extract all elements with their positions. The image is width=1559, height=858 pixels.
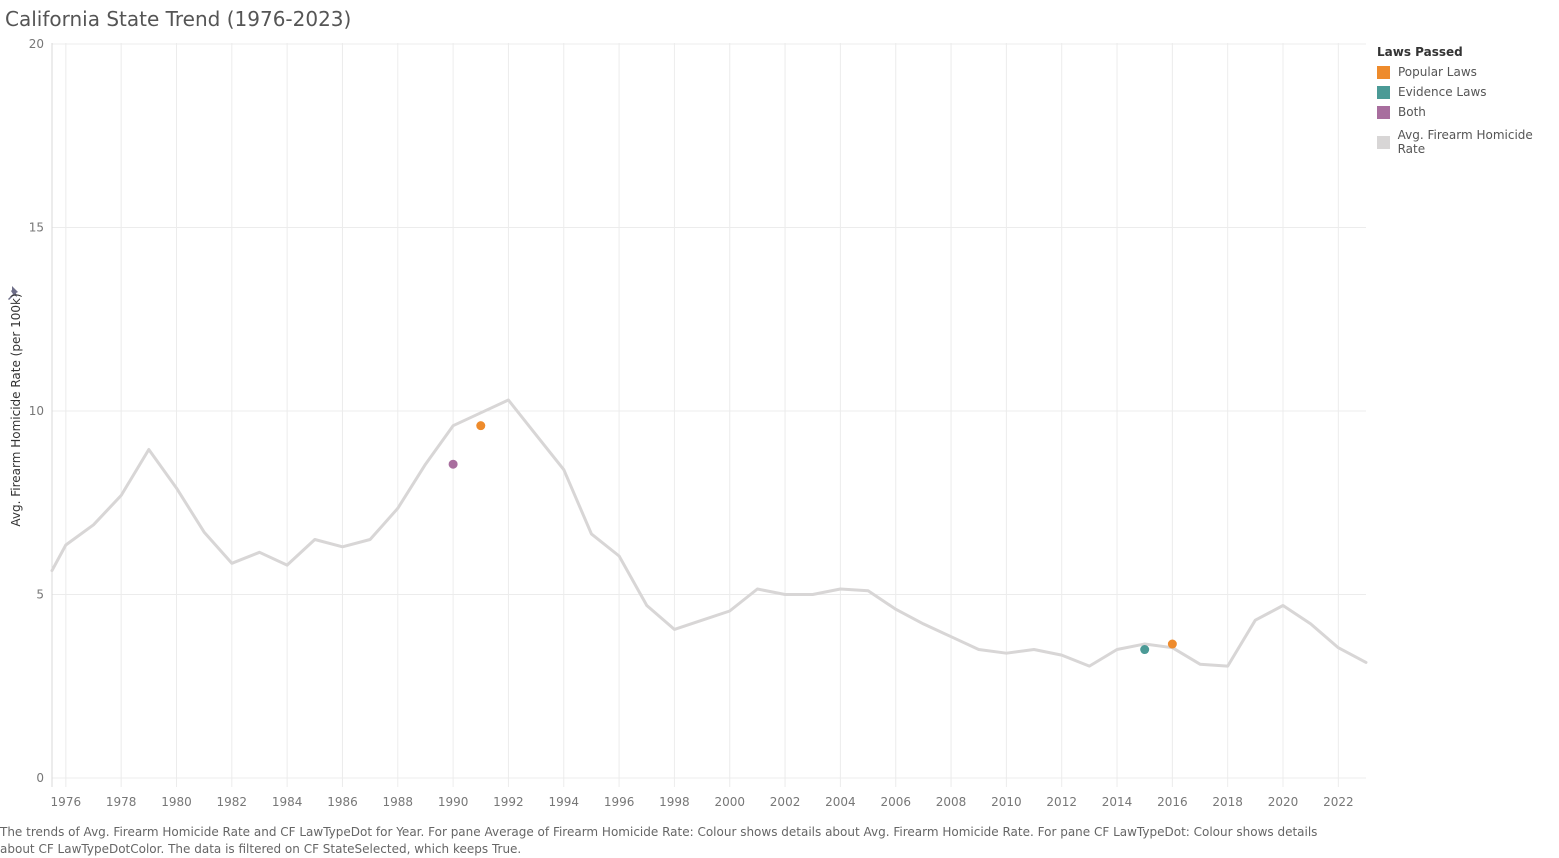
legend-label: Evidence Laws bbox=[1398, 85, 1487, 99]
series-lines bbox=[50, 398, 1368, 668]
x-tick-label: 2012 bbox=[1046, 795, 1077, 809]
y-tick-label: 0 bbox=[36, 771, 44, 785]
x-tick-label: 1990 bbox=[438, 795, 469, 809]
x-tick-label: 1984 bbox=[272, 795, 303, 809]
x-tick-label: 2002 bbox=[770, 795, 801, 809]
legend-label: Popular Laws bbox=[1398, 65, 1477, 79]
law-dots bbox=[448, 421, 1177, 655]
x-tick-label: 1976 bbox=[51, 795, 82, 809]
x-tick-label: 1982 bbox=[217, 795, 248, 809]
law-dot bbox=[1167, 639, 1177, 649]
x-axis: 1976 1978 1980 1982 1984 1986 1988 1990 1992 1994… bbox=[51, 795, 1354, 809]
x-tick-label: 2014 bbox=[1102, 795, 1133, 809]
x-tick-label: 1994 bbox=[548, 795, 579, 809]
legend-label: Both bbox=[1398, 105, 1426, 119]
legend: Laws Passed Popular Laws Evidence Laws B… bbox=[1377, 45, 1559, 156]
grid bbox=[51, 43, 1366, 787]
x-tick-label: 1986 bbox=[327, 795, 358, 809]
x-tick-label: 1980 bbox=[161, 795, 192, 809]
x-tick-label: 1988 bbox=[383, 795, 414, 809]
legend-item-popular-laws[interactable]: Popular Laws bbox=[1377, 62, 1559, 82]
legend-item-avg-rate[interactable]: Avg. Firearm Homicide Rate bbox=[1377, 128, 1559, 156]
x-tick-label: 2006 bbox=[880, 795, 911, 809]
law-dot bbox=[1140, 645, 1150, 655]
x-tick-label: 2020 bbox=[1268, 795, 1299, 809]
series-line bbox=[50, 398, 1368, 668]
x-tick-label: 2016 bbox=[1157, 795, 1188, 809]
x-tick-label: 1978 bbox=[106, 795, 137, 809]
legend-swatch bbox=[1377, 135, 1390, 149]
x-tick-label: 2018 bbox=[1212, 795, 1243, 809]
legend-swatch bbox=[1377, 65, 1390, 79]
x-tick-label: 1996 bbox=[604, 795, 635, 809]
law-dot bbox=[476, 421, 486, 431]
y-tick-label: 10 bbox=[29, 404, 44, 418]
chart-caption: The trends of Avg. Firearm Homicide Rate… bbox=[0, 825, 1318, 856]
x-tick-label: 1998 bbox=[659, 795, 690, 809]
y-tick-label: 20 bbox=[29, 37, 44, 51]
x-tick-label: 1992 bbox=[493, 795, 524, 809]
legend-swatch bbox=[1377, 85, 1390, 99]
pin-icon[interactable] bbox=[8, 286, 18, 300]
y-axis: 0 5 10 15 20 bbox=[29, 37, 44, 785]
x-tick-label: 2008 bbox=[936, 795, 967, 809]
legend-swatch bbox=[1377, 105, 1390, 119]
y-tick-label: 15 bbox=[29, 221, 44, 235]
legend-title: Laws Passed bbox=[1377, 45, 1463, 59]
y-axis-label: Avg. Firearm Homicide Rate (per 100k) bbox=[9, 293, 23, 526]
x-tick-label: 2010 bbox=[991, 795, 1022, 809]
legend-label: Avg. Firearm Homicide Rate bbox=[1397, 128, 1533, 156]
chart-title: California State Trend (1976-2023) bbox=[5, 7, 352, 31]
law-dot bbox=[448, 459, 458, 469]
legend-item-evidence-laws[interactable]: Evidence Laws bbox=[1377, 82, 1559, 102]
x-tick-label: 2022 bbox=[1323, 795, 1354, 809]
y-tick-label: 5 bbox=[36, 588, 44, 602]
x-tick-label: 2000 bbox=[714, 795, 745, 809]
legend-item-both[interactable]: Both bbox=[1377, 102, 1559, 122]
x-tick-label: 2004 bbox=[825, 795, 856, 809]
